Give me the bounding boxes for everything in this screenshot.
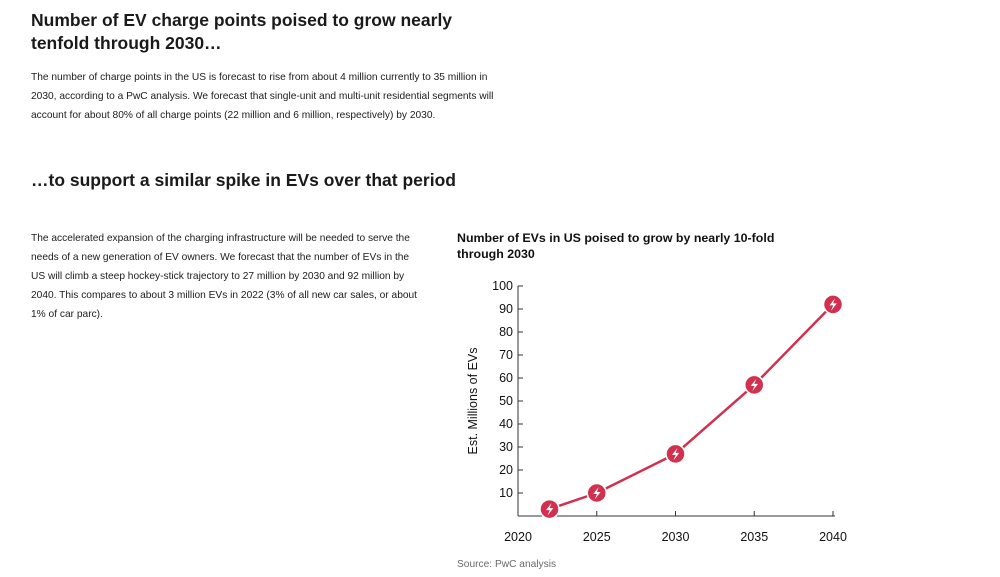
heading-charge-points: Number of EV charge points poised to gro… [31,10,453,53]
y-tick-label: 80 [499,325,513,339]
lightning-bolt-icon [829,298,837,311]
ev-series-line [548,303,835,511]
lightning-bolt-icon [593,487,601,500]
y-tick-label: 40 [499,417,513,431]
y-tick-label: 20 [499,463,513,477]
heading-ev-spike: …to support a similar spike in EVs over … [31,170,456,190]
paragraph-charge-points: The number of charge points in the US is… [31,72,494,121]
y-tick-label: 30 [499,440,513,454]
x-tick-label: 2040 [819,530,847,544]
y-axis-title: Est. Millions of EVs [466,348,480,455]
y-tick-label: 100 [492,279,513,293]
x-tick-label: 2030 [662,530,690,544]
chart-source: Source: PwC analysis [457,559,557,570]
lightning-bolt-icon [750,378,759,392]
paragraph-ev-growth: The accelerated expansion of the chargin… [31,233,418,320]
y-tick-label: 50 [499,394,513,408]
x-tick-label: 2035 [740,530,768,544]
lightning-bolt-icon [546,503,554,516]
lightning-bolt-icon [672,447,680,461]
y-tick-label: 70 [499,348,513,362]
y-tick-label: 60 [499,371,513,385]
x-tick-label: 2025 [583,530,611,544]
y-tick-label: 90 [499,302,513,316]
chart-title: Number of EVs in US poised to grow by ne… [457,231,775,261]
y-tick-label: 10 [499,486,513,500]
x-tick-label: 2020 [504,530,532,544]
